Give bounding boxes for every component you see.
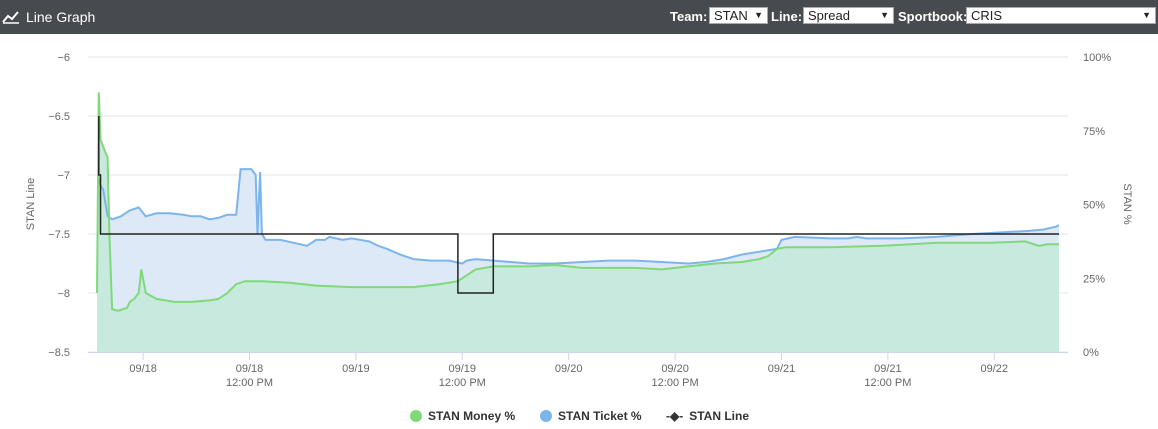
legend-money[interactable]: STAN Money % [410, 408, 515, 424]
x-tick-label-time: 12:00 PM [439, 377, 486, 389]
x-tick-label-time: 12:00 PM [652, 377, 699, 389]
legend-money-label: STAN Money % [428, 409, 516, 423]
line-chart: −6 −6.5 −7 −7.5 −8 −8.5 100% 75% 50% 25% 0% 09/18 09… [25, 52, 1133, 389]
y-left-tick-label: −6.5 [48, 111, 70, 123]
chevron-down-icon: ▼ [754, 10, 763, 20]
y-left-tick-label: −8.5 [48, 347, 70, 359]
x-tick-label: 09/19 [449, 363, 477, 375]
title-text: Line Graph [26, 9, 96, 25]
team-label: Team: [670, 9, 708, 24]
legend-ticket-label: STAN Ticket % [558, 409, 642, 423]
x-tick-label: 09/18 [129, 363, 157, 375]
y-right-tick-label: 0% [1083, 347, 1099, 359]
header-bar: Line Graph Team: STAN ▼ Line: Spread ▼ S… [0, 0, 1158, 34]
y-right-tick-label: 100% [1083, 52, 1111, 64]
y-left-tick-label: −7.5 [48, 229, 70, 241]
line-select[interactable]: Spread ▼ [803, 7, 894, 24]
x-tick-label: 09/19 [342, 363, 370, 375]
y-left-tick-label: −7 [57, 170, 70, 182]
y-right-tick-label: 50% [1083, 200, 1105, 212]
legend-ticket-marker [540, 410, 552, 422]
x-tick-label: 09/21 [874, 363, 902, 375]
chevron-down-icon: ▼ [1142, 10, 1151, 20]
y-left-tick-label: −8 [57, 288, 70, 300]
sportbook-label: Sportbook: [898, 9, 968, 24]
x-tick-label: 09/22 [981, 363, 1009, 375]
chart-title: Line Graph [2, 8, 95, 26]
stan-line-series [98, 116, 1059, 294]
money-series-line [96, 92, 1059, 312]
x-tick-label-time: 12:00 PM [226, 377, 273, 389]
y-right-tick-label: 25% [1083, 273, 1105, 285]
team-select[interactable]: STAN ▼ [709, 7, 768, 24]
x-tick-label: 09/20 [661, 363, 689, 375]
ticket-series-line [96, 168, 1060, 265]
y-left-tick-label: −6 [57, 52, 70, 64]
legend-money-marker [410, 410, 422, 422]
y-right-tick-label: 75% [1083, 126, 1105, 138]
legend-ticket[interactable]: STAN Ticket % [540, 408, 642, 424]
sportbook-select[interactable]: CRIS ▼ [966, 7, 1156, 24]
legend-line[interactable]: -◆- STAN Line [666, 408, 749, 424]
line-chart-icon [2, 10, 20, 24]
sportbook-select-value: CRIS [971, 8, 1003, 23]
legend-line-label: STAN Line [689, 409, 750, 423]
x-tick-label: 09/18 [236, 363, 264, 375]
chevron-down-icon: ▼ [880, 10, 889, 20]
x-tick-label: 09/20 [555, 363, 583, 375]
line-select-value: Spread [808, 8, 850, 23]
x-tick-label-time: 12:00 PM [864, 377, 911, 389]
team-select-value: STAN [714, 8, 748, 23]
y-right-axis-title: STAN % [1121, 183, 1133, 225]
line-label: Line: [771, 9, 803, 24]
x-tick-label: 09/21 [768, 363, 796, 375]
legend-line-marker: -◆- [666, 409, 684, 423]
y-left-axis-title: STAN Line [25, 178, 37, 230]
